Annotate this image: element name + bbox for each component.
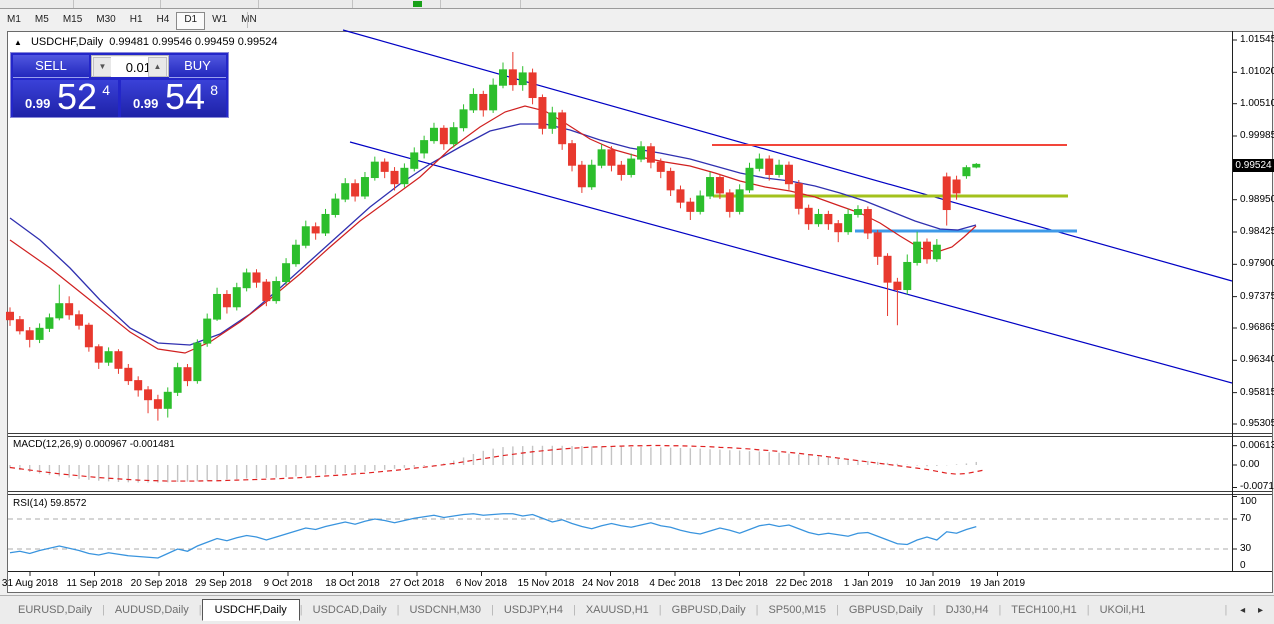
chart-tab-usdcnh-m30[interactable]: USDCNH,M30: [409, 604, 481, 616]
tab-separator: |: [932, 604, 936, 616]
timeframe-button-m30[interactable]: M30: [96, 14, 116, 25]
rsi-label: RSI(14) 59.8572: [13, 498, 86, 509]
tab-separator: |: [1086, 604, 1090, 616]
sell-price-small: 0.99: [25, 96, 51, 111]
volume-input[interactable]: [111, 57, 153, 77]
timeframe-button-d1[interactable]: D1: [176, 12, 206, 30]
connection-indicator: [413, 1, 422, 7]
sell-price-display[interactable]: 0.99 52 4: [13, 76, 118, 117]
timeframe-button-w1[interactable]: W1: [212, 14, 228, 25]
tab-scroll-right-icon[interactable]: ▸: [1257, 605, 1263, 616]
top-toolbar-strip: [0, 0, 1274, 9]
macd-name: MACD(12,26,9): [13, 439, 83, 450]
volume-spinner: ▼ ▲: [91, 55, 169, 77]
timeframe-button-m15[interactable]: M15: [62, 14, 83, 25]
buy-price-small: 0.99: [133, 96, 159, 111]
toolbar-separator: [440, 0, 441, 8]
ohlc-open: 0.99481: [109, 36, 149, 48]
macd-label: MACD(12,26,9) 0.000967 -0.001481: [13, 439, 175, 450]
tab-scroll-arrows: | ◂ ▸: [1220, 604, 1268, 616]
ohlc-low: 0.99459: [194, 36, 235, 48]
buy-price-display[interactable]: 0.99 54 8: [121, 76, 226, 117]
timeframe-toolbar: M1 M5 M15 M30 H1 H4 D1 W1 MN: [0, 9, 1274, 31]
symbol-tab-bar: EURUSD,Daily | AUDUSD,Daily | USDCHF,Daily | U…: [0, 595, 1274, 624]
toolbar-separator: [160, 0, 161, 8]
chart-tab-gbpusd-daily[interactable]: GBPUSD,Daily: [848, 604, 923, 616]
timeframe-button-m5[interactable]: M5: [34, 14, 49, 25]
current-price-badge: 0.99524: [1233, 159, 1274, 172]
timeframe-button-h4[interactable]: H4: [156, 14, 170, 25]
chart-tab-usdcad-daily[interactable]: USDCAD,Daily: [312, 604, 387, 616]
timeframe-button-h1[interactable]: H1: [129, 14, 143, 25]
tab-separator: |: [998, 604, 1002, 616]
rsi-value: 59.8572: [50, 498, 87, 509]
volume-increase-icon[interactable]: ▲: [148, 57, 167, 77]
chart-tab-ukoil-h1[interactable]: UKOil,H1: [1099, 604, 1146, 616]
toolbar-separator: [520, 0, 521, 8]
tab-separator: |: [658, 604, 662, 616]
tab-separator: |: [396, 604, 400, 616]
chart-tab-sp500-m15[interactable]: SP500,M15: [768, 604, 826, 616]
chart-tab-gbpusd-daily[interactable]: GBPUSD,Daily: [671, 604, 746, 616]
chart-symbol: USDCHF,Daily: [30, 36, 104, 48]
chart-tab-eurusd-daily[interactable]: EURUSD,Daily: [18, 604, 92, 616]
volume-decrease-icon[interactable]: ▼: [93, 57, 112, 77]
chart-tab-usdjpy-h4[interactable]: USDJPY,H4: [503, 604, 563, 616]
tab-separator: |: [299, 604, 303, 616]
chart-tab-xauusd-h1[interactable]: XAUUSD,H1: [585, 604, 649, 616]
chart-tab-usdchf-daily[interactable]: USDCHF,Daily: [201, 599, 300, 621]
sell-price-big: 52: [57, 76, 98, 117]
tab-separator: |: [755, 604, 759, 616]
chart-title: ▲ USDCHF,Daily 0.99481 0.99546 0.99459 0…: [14, 36, 277, 48]
buy-price-pip: 8: [210, 82, 218, 98]
chart-tab-tech100-h1[interactable]: TECH100,H1: [1011, 604, 1077, 616]
sell-button[interactable]: SELL: [13, 55, 89, 78]
timeframe-button-m1[interactable]: M1: [7, 14, 21, 25]
chart-tab-dj30-h4[interactable]: DJ30,H4: [945, 604, 989, 616]
ohlc-close: 0.99524: [237, 36, 278, 48]
ohlc-high: 0.99546: [152, 36, 192, 48]
tab-separator: |: [101, 604, 105, 616]
toolbar-separator: [73, 0, 74, 8]
macd-values: 0.000967 -0.001481: [85, 439, 175, 450]
toolbar-separator: [352, 0, 353, 8]
timeframe-button-mn[interactable]: MN: [241, 14, 257, 25]
buy-button[interactable]: BUY: [169, 55, 226, 78]
tab-separator: |: [490, 604, 494, 616]
tab-separator: |: [835, 604, 839, 616]
toolbar-separator: [247, 12, 248, 28]
rsi-name: RSI(14): [13, 498, 48, 509]
buy-price-big: 54: [165, 76, 206, 117]
collapse-triangle-icon[interactable]: ▲: [14, 38, 22, 47]
one-click-trading-panel: SELL ▼ ▲ BUY 0.99 52 4 0.99 54 8: [10, 52, 229, 118]
tab-separator: |: [572, 604, 576, 616]
sell-price-pip: 4: [102, 82, 110, 98]
chart-tab-audusd-daily[interactable]: AUDUSD,Daily: [114, 604, 189, 616]
tab-separator: |: [198, 604, 202, 616]
tab-scroll-left-icon[interactable]: ◂: [1240, 605, 1246, 616]
toolbar-separator: [258, 0, 259, 8]
